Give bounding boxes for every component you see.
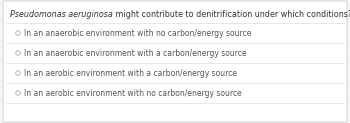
Text: In an anaerobic environment with no carbon/energy source: In an anaerobic environment with no carb… xyxy=(24,29,251,38)
Ellipse shape xyxy=(16,91,20,95)
Ellipse shape xyxy=(16,31,20,35)
Text: In an anaerobic environment with a carbon/energy source: In an anaerobic environment with a carbo… xyxy=(24,48,247,57)
Ellipse shape xyxy=(16,51,20,55)
FancyBboxPatch shape xyxy=(3,1,347,122)
Text: might contribute to denitrification under which conditions?: might contribute to denitrification unde… xyxy=(113,10,350,19)
Text: Pseudomonas aeruginosa: Pseudomonas aeruginosa xyxy=(10,10,113,19)
Text: In an aerobic environment with a carbon/energy source: In an aerobic environment with a carbon/… xyxy=(24,69,237,77)
Text: In an aerobic environment with no carbon/energy source: In an aerobic environment with no carbon… xyxy=(24,89,242,98)
Ellipse shape xyxy=(16,71,20,75)
